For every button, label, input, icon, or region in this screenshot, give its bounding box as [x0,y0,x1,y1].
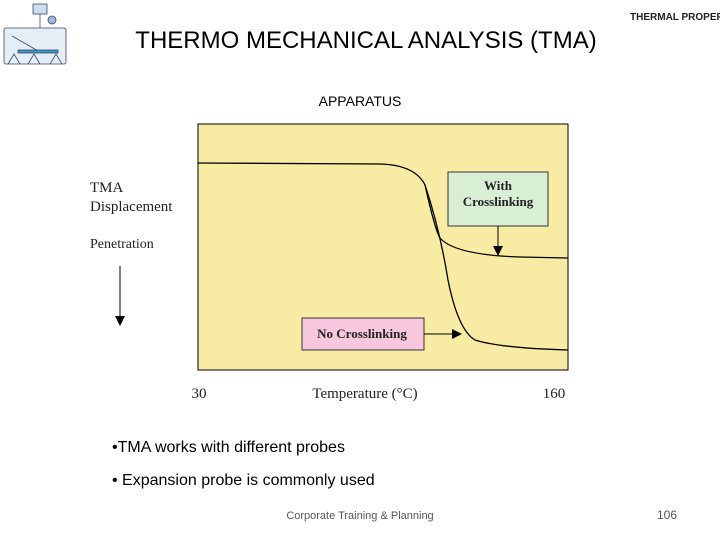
bullet: • Expansion probe is commonly used [112,472,375,489]
x-label: Temperature (°C) [312,386,417,402]
bullet: •TMA works with different probes [112,439,345,456]
arrow-head [493,246,503,256]
title: THERMO MECHANICAL ANALYSIS (TMA) [135,27,596,54]
curve-without [424,184,569,351]
logo: THERMAL PROPERTIES [630,12,720,23]
y-label: TMA [90,180,124,196]
annotation: No Crosslinking [317,326,407,341]
annotation: Crosslinking [463,194,534,209]
footer: Corporate Training & Planning [286,510,433,522]
apparatus-icon [3,3,67,65]
x-start: 30 [192,386,207,402]
y-label: Displacement [90,199,173,215]
subtitle: APPARATUS [319,93,402,109]
curve-with [197,162,569,259]
arrow-head [115,316,125,326]
direction-label: Penetration [90,237,154,252]
page-number: 106 [657,508,677,522]
annotation: With [484,178,513,193]
arrow-head [452,329,462,339]
x-end: 160 [543,386,566,402]
